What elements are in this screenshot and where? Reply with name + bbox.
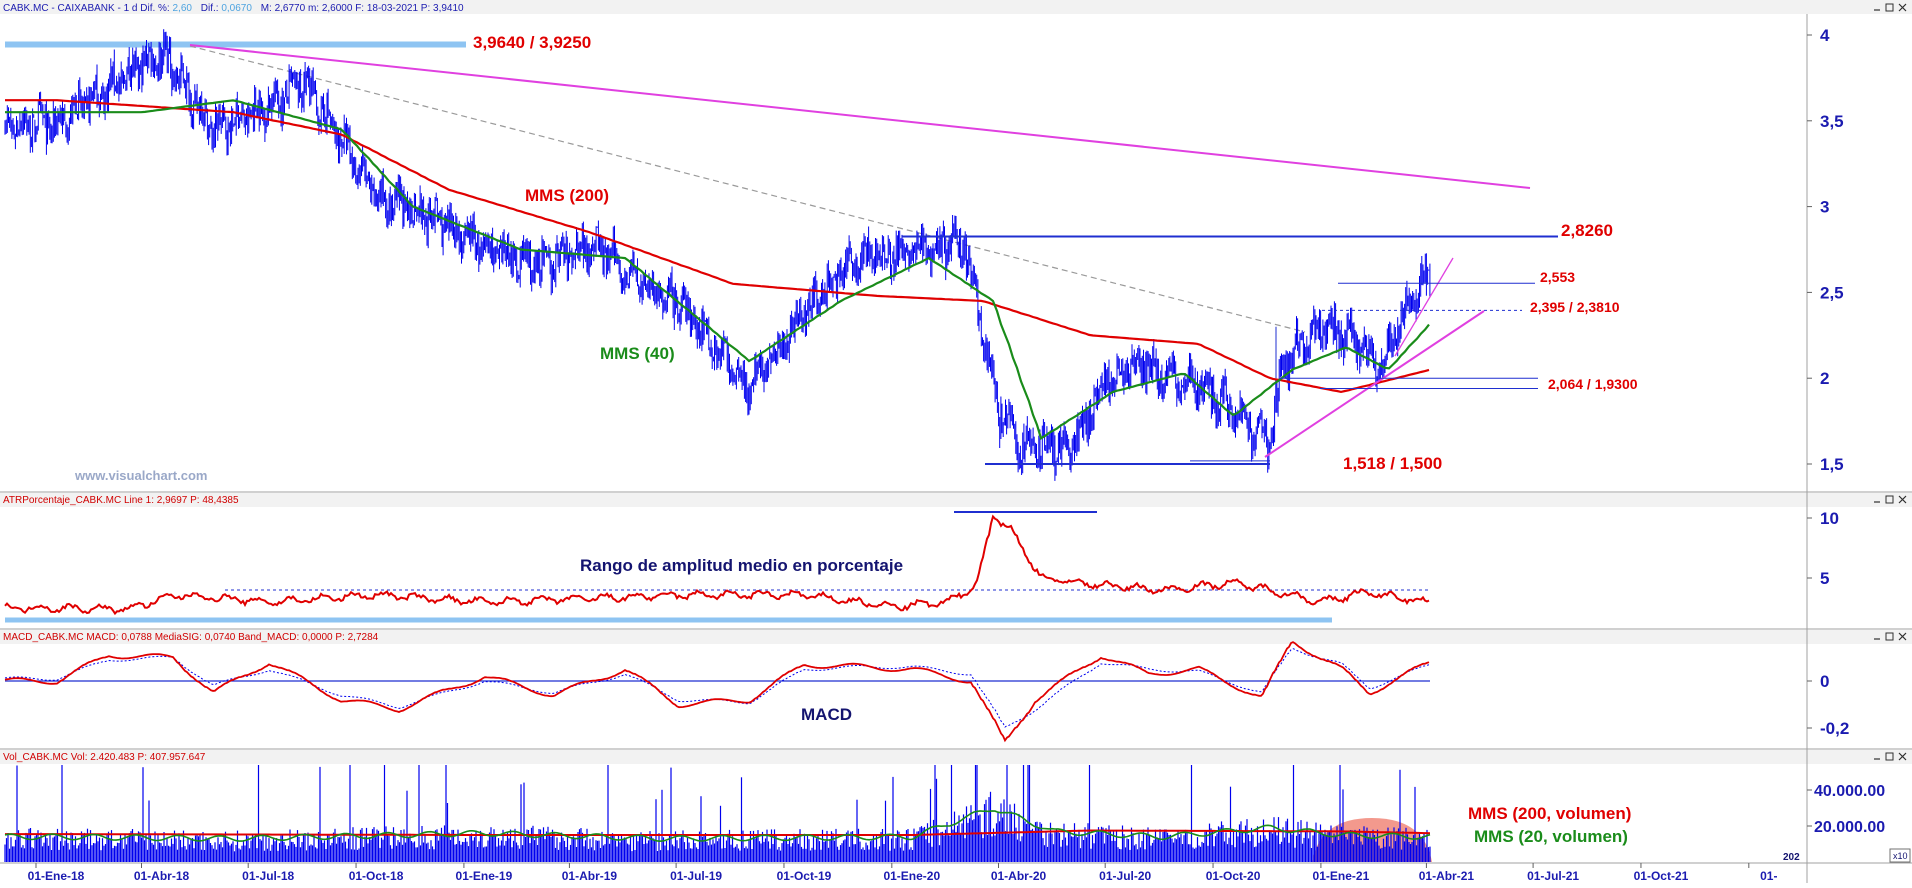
- axes: 4 3,5 3 2,5 2 1,5 10 5 0 -0,2 40.000.00 20.000.00 01…: [28, 26, 1886, 883]
- volume-corner-box-text: x10: [1893, 851, 1908, 861]
- macd-panel: [4, 641, 1430, 743]
- volume-corner-label: 202: [1783, 852, 1800, 863]
- magenta-trendline-short: [1394, 257, 1454, 357]
- price-header-rest: M: 2,6770 m: 2,6000 F: 18-03-2021 P: 3,9…: [261, 3, 464, 14]
- mms200-line: [5, 99, 1430, 394]
- price-y-tick-label: 3: [1820, 198, 1829, 217]
- x-tick-label: 01-Jul-19: [670, 869, 722, 883]
- volume-corner-box: [1889, 848, 1911, 863]
- x-tick-label: 01-Abr-19: [562, 869, 618, 883]
- level-label-2553: 2,553: [1540, 269, 1575, 285]
- price-y-tick-label: 2,5: [1820, 283, 1844, 302]
- volume-panel: [4, 765, 1432, 862]
- price-y-tick-label: 3,5: [1820, 112, 1844, 131]
- macd-title: MACD: [801, 705, 852, 724]
- window-controls: [1874, 3, 1907, 761]
- maximize-icon: [1885, 3, 1894, 12]
- x-tick-label: 01-Ene-21: [1313, 869, 1370, 883]
- price-panel: [4, 29, 1558, 481]
- macd-header-bar: [0, 630, 1912, 644]
- x-tick-label: 01-Jul-21: [1527, 869, 1579, 883]
- macd-header-text: MACD_CABK.MC MACD: 0,0788 MediaSIG: 0,07…: [3, 632, 379, 643]
- x-tick-label: 01-Ene-18: [28, 869, 85, 883]
- x-tick-label: 01-Jul-20: [1099, 869, 1151, 883]
- close-icon: [1898, 632, 1907, 641]
- x-tick-label: 01-Oct-19: [777, 869, 832, 883]
- x-tick-label: 01-Jul-18: [242, 869, 294, 883]
- close-icon: [1898, 495, 1907, 504]
- volume-mms200-line: [5, 829, 1431, 836]
- magenta-trendline-support: [1264, 310, 1485, 458]
- volume-y-tick-label: 20.000.00: [1814, 819, 1885, 836]
- x-tick-label: 01-Abr-21: [1419, 869, 1475, 883]
- maximize-icon: [1885, 632, 1894, 641]
- volume-mms20-line: [4, 810, 1431, 843]
- price-y-tick-label: 2: [1820, 369, 1829, 388]
- panel-window-controls: [1874, 752, 1907, 761]
- maximize-icon: [1885, 495, 1894, 504]
- volume-header-text: Vol_CABK.MC Vol: 2.420.483 P: 407.957.64…: [3, 752, 206, 763]
- macd-y-tick-label: -0,2: [1820, 719, 1849, 738]
- close-icon: [1898, 752, 1907, 761]
- x-tick-label: 01-Ene-19: [456, 869, 513, 883]
- price-candles: [4, 29, 1431, 481]
- volume-y-tick-label: 40.000.00: [1814, 783, 1885, 800]
- price-header-diff-label: Dif.:: [201, 3, 219, 14]
- x-tick-label: 01-Abr-20: [991, 869, 1047, 883]
- level-label-2395: 2,395 / 2,3810: [1530, 299, 1620, 315]
- mms40-line: [5, 99, 1430, 440]
- level-label-1518: 1,518 / 1,500: [1343, 454, 1442, 473]
- macd-y-tick-label: 0: [1820, 672, 1829, 691]
- panel-window-controls: [1874, 3, 1907, 12]
- volume-label-mms200: MMS (200, volumen): [1468, 804, 1631, 823]
- macd-line: [4, 641, 1430, 743]
- x-tick-label: 01-Oct-20: [1206, 869, 1261, 883]
- panel-window-controls: [1874, 495, 1907, 504]
- close-icon: [1898, 3, 1907, 12]
- price-header-diffpct: 2,60: [173, 3, 193, 14]
- x-tick-label: 01-Oct-18: [349, 869, 404, 883]
- dashed-trendline: [189, 45, 1306, 333]
- atr-header-bar: [0, 493, 1912, 507]
- panel-separators: [0, 14, 1912, 883]
- volume-header-bar: [0, 750, 1912, 764]
- atr-title: Rango de amplitud medio en porcentaje: [580, 556, 903, 575]
- price-header-diff: 0,0670: [221, 3, 252, 14]
- level-label-top: 3,9640 / 3,9250: [473, 33, 591, 52]
- label-mms200: MMS (200): [525, 186, 609, 205]
- watermark-text: www.visualchart.com: [74, 468, 207, 483]
- atr-header-text: ATRPorcentaje_CABK.MC Line 1: 2,9697 P: …: [3, 495, 239, 506]
- volume-label-mms20: MMS (20, volumen): [1474, 827, 1628, 846]
- x-tick-label: 01-Abr-18: [134, 869, 190, 883]
- price-header-text: CABK.MC - CAIXABANK - 1 d Dif. %: 2,60 D…: [3, 3, 464, 14]
- x-tick-label: 01-Ene-20: [883, 869, 940, 883]
- price-y-tick-label: 1,5: [1820, 455, 1844, 474]
- label-mms40: MMS (40): [600, 344, 675, 363]
- atr-y-tick-label: 10: [1820, 509, 1839, 528]
- level-label-2826: 2,8260: [1561, 221, 1613, 240]
- panel-window-controls: [1874, 632, 1907, 641]
- atr-y-tick-label: 5: [1820, 569, 1829, 588]
- magenta-trendline-top: [189, 44, 1531, 189]
- x-tick-label: 01-: [1760, 869, 1777, 883]
- price-header-bar: [0, 0, 1912, 14]
- x-tick-label: 01-Oct-21: [1634, 869, 1689, 883]
- atr-panel: [4, 511, 1430, 623]
- atr-line: [4, 514, 1430, 616]
- level-label-2064: 2,064 / 1,9300: [1548, 376, 1638, 392]
- maximize-icon: [1885, 752, 1894, 761]
- price-header-label: CABK.MC - CAIXABANK - 1 d Dif. %:: [3, 3, 170, 14]
- price-y-tick-label: 4: [1820, 26, 1830, 45]
